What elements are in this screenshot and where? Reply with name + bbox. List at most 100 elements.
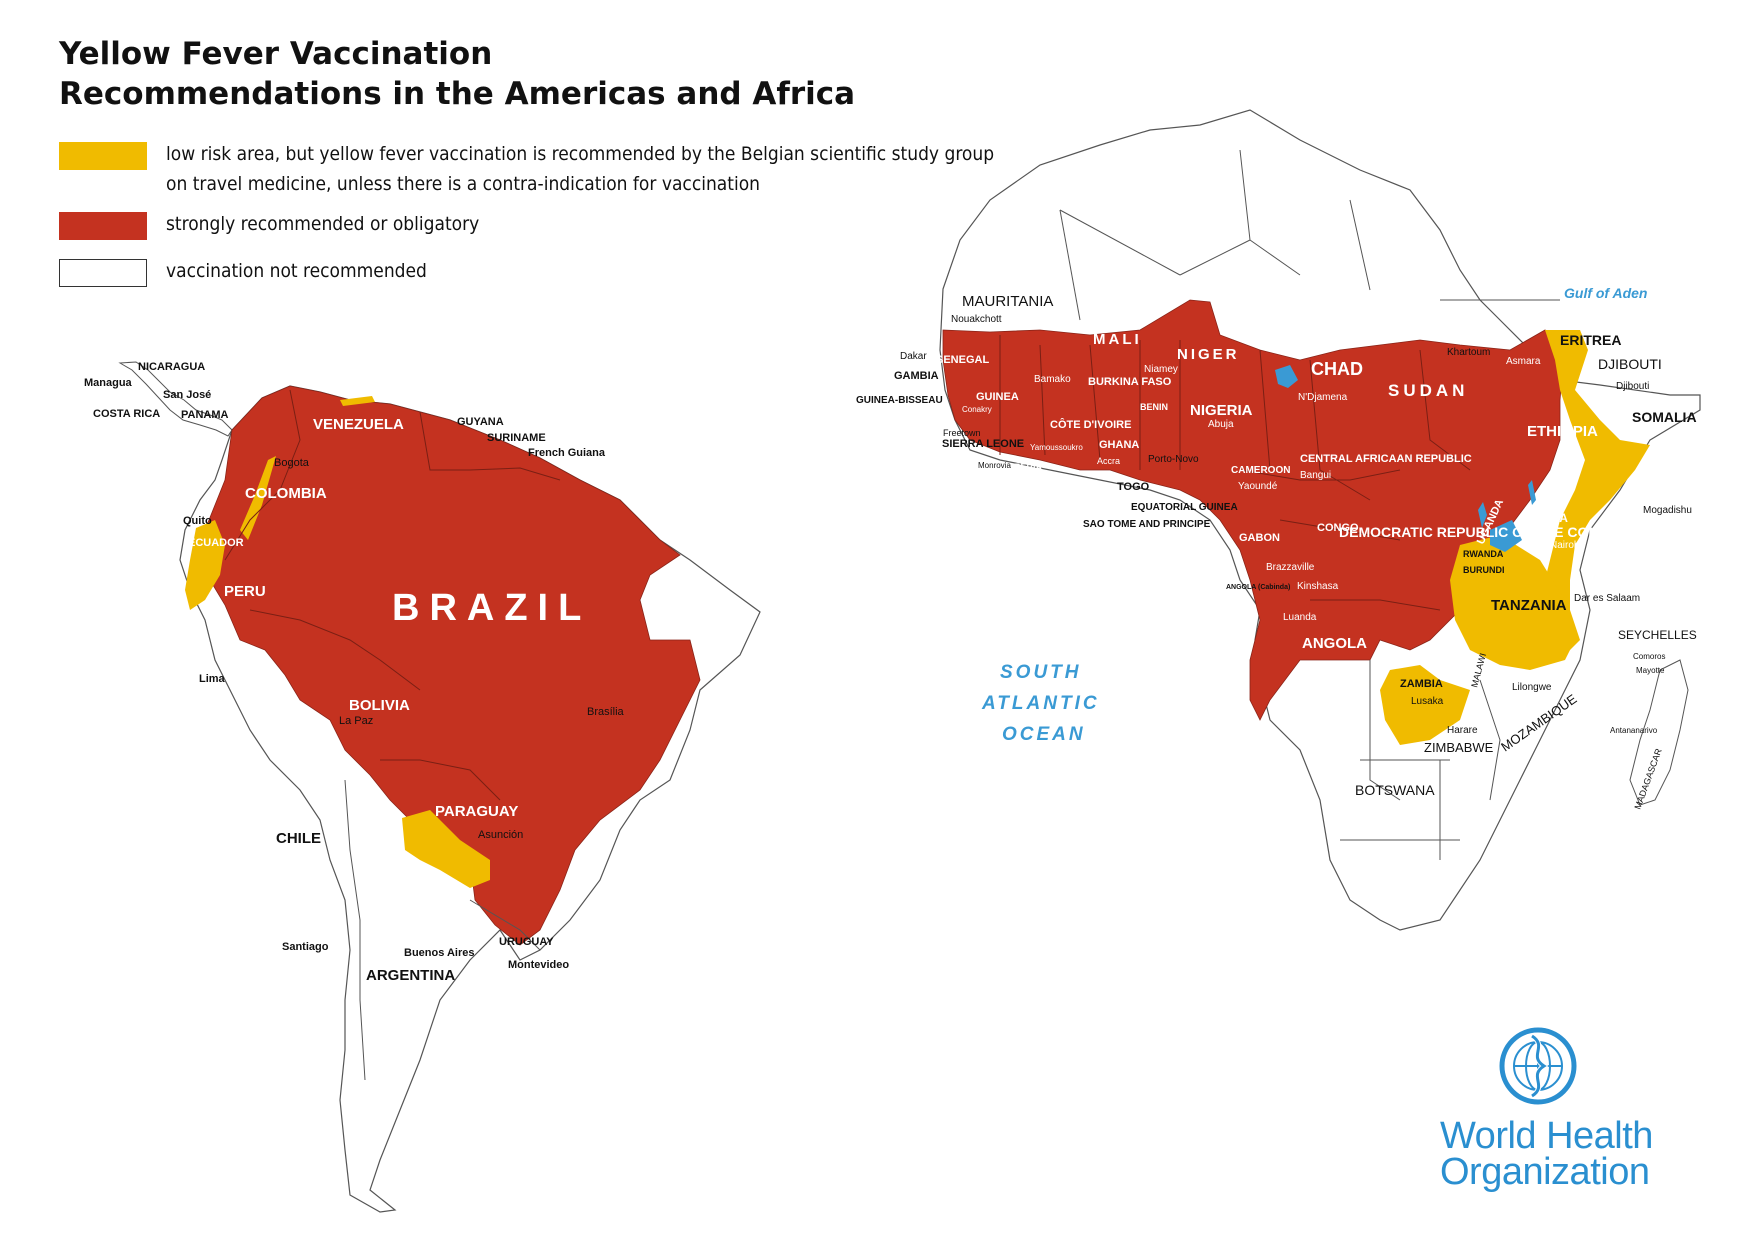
label-chile: CHILE [276,830,321,847]
label-equatorial-guinea: EQUATORIAL GUINEA [1131,502,1238,513]
city-lima: Lima [199,673,226,685]
americas-low-risk-andes-strip [240,456,276,540]
label-panama: PANAMA [181,409,229,421]
city-bogota: Bogota [274,457,310,469]
label-colombia: COLOMBIA [245,485,327,502]
label-french-guiana: French Guiana [528,447,606,459]
africa-low-risk-east [1540,330,1650,660]
city-yamoussoukro: Yamoussoukro [1030,443,1083,452]
city-brazzaville: Brazzaville [1266,562,1315,573]
city-monrovia: Monrovia [978,461,1011,470]
label-guinea-bissau: GUINEA-BISSEAU [856,395,943,406]
label-eritrea: ERITREA [1560,332,1621,348]
americas-low-risk-venezuela-strip [340,396,375,406]
africa-map: MAURITANIA SENEGAL GAMBIA GUINEA-BISSEAU… [856,109,1701,931]
africa-low-risk-tanzania [1450,535,1575,670]
label-ocean-line-1: SOUTH [1000,662,1082,683]
city-nairobi: Nairobi [1550,540,1582,551]
city-santiago: Santiago [282,941,329,953]
label-ocean-line-2: ATLANTIC [981,693,1100,714]
city-antananarivo: Antananarivo [1610,726,1658,735]
city-asuncion: Asunción [478,829,523,841]
city-harare: Harare [1447,725,1478,736]
legend-swatch-low-risk [59,142,147,170]
label-ghana: GHANA [1099,439,1139,451]
label-niger: NIGER [1177,346,1240,363]
label-ocean-line-3: OCEAN [1002,724,1086,745]
lake-albert [1478,502,1487,528]
north-africa-borders [1059,149,1560,841]
city-lusaka: Lusaka [1411,696,1444,707]
southern-cone-borders [344,779,541,1081]
who-emblem-logo [1499,1027,1577,1105]
legend-text-not-recommended: vaccination not recommended [166,260,427,282]
label-venezuela: VENEZUELA [313,416,404,433]
label-argentina: ARGENTINA [366,967,455,984]
city-yaounde: Yaoundé [1238,481,1278,492]
label-sao-tome: SAO TOME AND PRINCIPE [1083,519,1211,530]
label-gabon: GABON [1239,532,1280,544]
city-lilongwe: Lilongwe [1512,682,1552,693]
city-dar-es-salaam: Dar es Salaam [1574,593,1640,604]
map-title-line-1: Yellow Fever Vaccination [59,36,493,72]
africa-low-risk-zambia [1380,665,1470,745]
label-zambia: ZAMBIA [1400,678,1443,690]
americas-internal-borders [224,389,561,801]
label-kenya: KENYA [1527,511,1568,525]
label-senegal: SENEGAL [936,354,989,366]
city-la-paz: La Paz [339,715,373,727]
label-bolivia: BOLIVIA [349,697,410,714]
label-peru: PERU [224,583,266,600]
city-freetown: Freetown [943,428,981,438]
label-togo: TOGO [1117,481,1150,493]
city-ndjamena: N'Djamena [1298,392,1348,403]
city-accra: Accra [1097,456,1120,466]
label-djibouti: DJIBOUTI [1598,356,1662,372]
americas-recommended-zone [199,385,701,946]
city-quito: Quito [183,515,212,527]
city-khartoum: Khartoum [1447,347,1490,358]
southern-africa-borders [1369,660,1501,860]
city-montevideo: Montevideo [508,959,569,971]
city-bangui: Bangui [1300,470,1331,481]
label-sudan: SUDAN [1388,381,1468,400]
africa-internal-borders [999,335,1471,611]
city-managua: Managua [84,377,133,389]
label-nigeria: NIGERIA [1190,402,1253,419]
label-seychelles: SEYCHELLES [1618,628,1697,642]
city-san-jose: San José [163,389,211,401]
africa-recommended-zone [942,299,1566,721]
label-suriname: SURINAME [487,432,546,444]
label-guinea: GUINEA [976,391,1019,403]
city-bamako: Bamako [1034,374,1071,385]
label-gambia: GAMBIA [894,370,939,382]
label-uruguay: URUGUAY [499,936,554,948]
map-title-line-2: Recommendations in the Americas and Afri… [59,76,856,112]
americas-map: NICARAGUA COSTA RICA PANAMA GUYANA SURIN… [84,361,761,1213]
label-costa-rica: COSTA RICA [93,408,160,420]
label-gulf-of-aden: Gulf of Aden [1564,285,1647,301]
lake-victoria [1490,520,1522,552]
label-brazil: BRAZIL [392,587,591,629]
lake-chad [1275,365,1298,388]
city-asmara: Asmara [1506,356,1541,367]
city-djibouti: Djibouti [1616,381,1649,392]
label-ecuador: ECUADOR [188,537,244,549]
city-brasilia: Brasília [587,706,625,718]
city-nouakchott: Nouakchott [951,314,1002,325]
city-mayotte: Mayotte [1636,666,1665,675]
label-mauritania: MAURITANIA [962,293,1053,310]
label-mali: MALI [1093,331,1142,348]
label-chad: CHAD [1311,359,1363,379]
label-nicaragua: NICARAGUA [138,361,205,373]
label-tanzania: TANZANIA [1491,597,1567,614]
americas-low-risk-ecuador [185,520,225,610]
label-drc: DEMOCRATIC REPUBLIC OF THE CONGO [1339,524,1620,540]
label-burkina-faso: BURKINA FASO [1088,376,1172,388]
city-porto-novo: Porto-Novo [1148,454,1199,465]
label-paraguay: PARAGUAY [435,803,518,820]
label-burundi: BURUNDI [1463,565,1505,575]
americas-low-risk-paraguay [402,810,490,888]
label-ethiopia: ETHIOPIA [1527,423,1598,440]
